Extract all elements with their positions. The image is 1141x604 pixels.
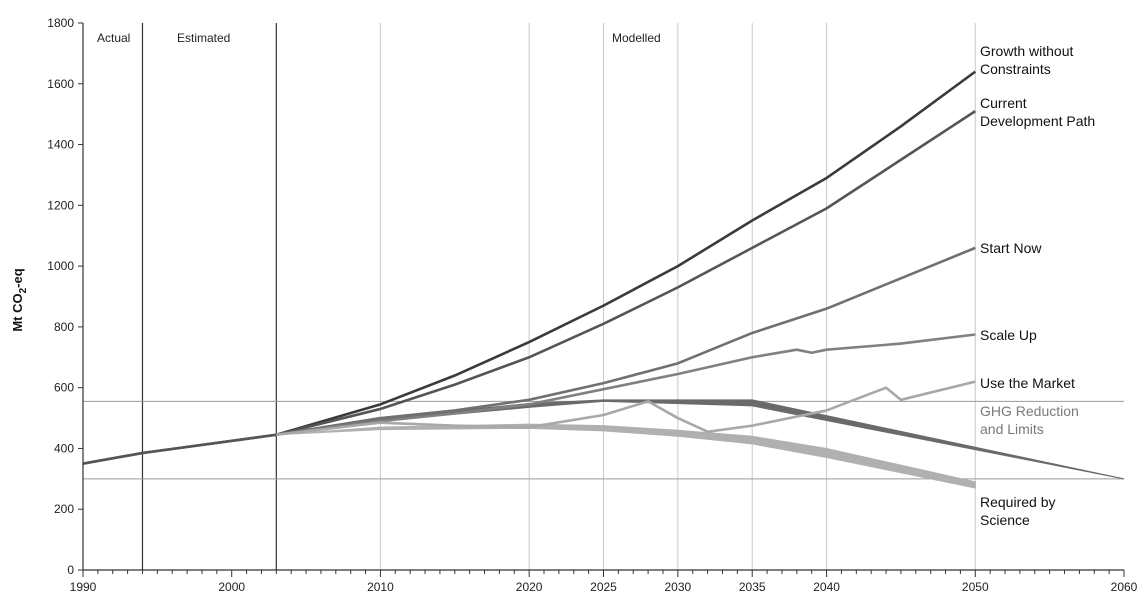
x-tick-label-2060: 2060 — [1111, 580, 1138, 594]
x-tick-label-2030: 2030 — [665, 580, 692, 594]
annotation-4: Use the Market — [980, 375, 1075, 391]
series-line-4 — [276, 380, 976, 437]
period-label-0: Actual — [97, 31, 130, 45]
x-tick-label-2020: 2020 — [516, 580, 543, 594]
series-line-1 — [82, 110, 976, 465]
x-tick-label-1990: 1990 — [70, 580, 97, 594]
annotation-6: Required by Science — [980, 494, 1056, 528]
y-tick-label-0: 0 — [67, 563, 74, 577]
annotation-5-line-1: and Limits — [980, 421, 1044, 437]
series-line-2 — [276, 246, 976, 437]
y-tick-label-1200: 1200 — [47, 198, 74, 212]
y-tick-label-1400: 1400 — [47, 138, 74, 152]
x-tick-label-2000: 2000 — [218, 580, 245, 594]
y-tick-label-1600: 1600 — [47, 77, 74, 91]
annotation-1-line-0: Current — [980, 95, 1027, 111]
y-tick-label-1000: 1000 — [47, 259, 74, 273]
y-tick-label-200: 200 — [54, 502, 74, 516]
x-tick-label-2010: 2010 — [367, 580, 394, 594]
band-layer — [276, 399, 1125, 489]
y-tick-label-800: 800 — [54, 320, 74, 334]
series-line-3 — [276, 333, 976, 437]
band-0 — [276, 423, 976, 489]
annotation-1: Current Development Path — [980, 95, 1095, 129]
x-tick-label-2025: 2025 — [590, 580, 617, 594]
annotation-1-line-1: Development Path — [980, 113, 1095, 129]
y-axis-label-suffix: -eq — [10, 268, 25, 288]
x-tick-label-2050: 2050 — [962, 580, 989, 594]
label-layer: Actual Estimated Modelled Growth without Con… — [97, 31, 1095, 528]
annotation-0-line-0: Growth without — [980, 43, 1073, 59]
annotation-4-line-0: Use the Market — [980, 375, 1075, 391]
annotation-6-line-0: Required by — [980, 494, 1056, 510]
series-layer — [82, 70, 977, 465]
annotation-3-line-0: Scale Up — [980, 327, 1037, 343]
band-1 — [276, 399, 1125, 480]
y-axis-label: Mt CO2-eq — [10, 268, 29, 331]
x-tick-label-2035: 2035 — [739, 580, 766, 594]
axis-layer: 0 200 400 600 800 1000 1200 1400 1600 1800 1990 200… — [47, 16, 1137, 594]
period-label-2: Modelled — [612, 31, 661, 45]
y-tick-label-1800: 1800 — [47, 16, 74, 30]
annotation-0-line-1: Constraints — [980, 61, 1051, 77]
y-tick-label-400: 400 — [54, 441, 74, 455]
y-tick-label-600: 600 — [54, 381, 74, 395]
annotation-6-line-1: Science — [980, 512, 1030, 528]
y-axis-label-sub: 2 — [18, 287, 29, 293]
annotation-5-line-0: GHG Reduction — [980, 403, 1079, 419]
period-label-1: Estimated — [177, 31, 230, 45]
annotation-0: Growth without Constraints — [980, 43, 1073, 77]
annotation-2: Start Now — [980, 240, 1042, 256]
annotation-3: Scale Up — [980, 327, 1037, 343]
x-tick-label-2040: 2040 — [813, 580, 840, 594]
annotation-2-line-0: Start Now — [980, 240, 1042, 256]
y-axis-label-main: Mt CO — [10, 293, 25, 331]
annotation-5: GHG Reduction and Limits — [980, 403, 1079, 437]
grid-layer — [83, 23, 1124, 570]
